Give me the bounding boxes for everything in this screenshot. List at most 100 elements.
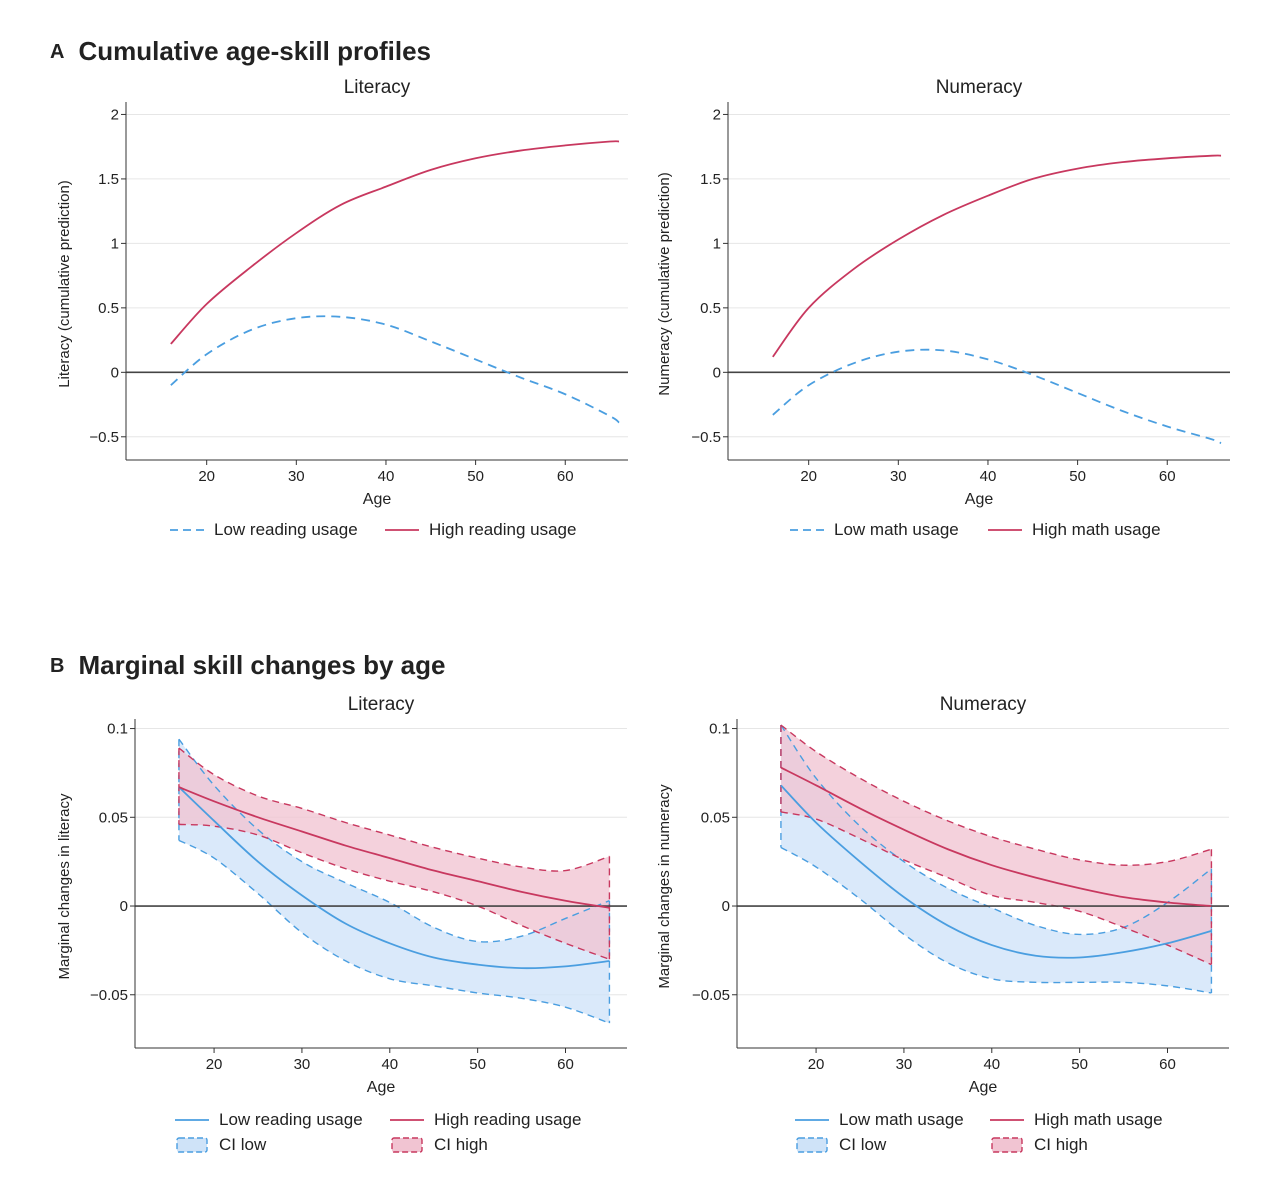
legend-item: High reading usage [385, 520, 576, 540]
legend-item: Low reading usage [170, 520, 358, 540]
y-tick-label: 0 [722, 898, 730, 915]
high-usage-line [780, 766, 1212, 907]
y-tick-label: 2 [111, 106, 119, 123]
y-tick-label: 2 [713, 106, 721, 123]
legend-label: CI high [1034, 1135, 1088, 1154]
panel-title: Literacy [344, 77, 411, 98]
legend-ci-high-swatch [991, 1137, 1023, 1153]
legend-item: Low reading usage [175, 1110, 363, 1130]
panel-title: Numeracy [936, 77, 1023, 98]
section-a-letter: A [50, 41, 65, 63]
x-tick-label: 30 [288, 468, 305, 485]
x-tick-label: 60 [557, 468, 574, 485]
low-usage-line [178, 786, 610, 970]
high-usage-line [178, 786, 610, 909]
legend-item: Low math usage [795, 1110, 964, 1130]
panel-title: Numeracy [940, 694, 1027, 715]
high-usage-line [170, 140, 620, 345]
y-axis-label: Literacy (cumulative prediction) [56, 180, 73, 388]
y-axis-label: Numeracy (cumulative prediction) [656, 172, 673, 395]
ci-high-band [780, 725, 1212, 965]
legend-label: Low reading usage [219, 1110, 363, 1129]
y-tick-label: 1.5 [700, 171, 721, 188]
x-tick-label: 30 [294, 1056, 311, 1073]
legend-item: High math usage [988, 520, 1161, 540]
legend-item: High math usage [990, 1110, 1163, 1130]
legend-label: Low math usage [839, 1110, 964, 1129]
y-tick-label: 0.1 [107, 721, 128, 738]
x-tick-label: 40 [381, 1056, 398, 1073]
ci-low-band [178, 739, 610, 1024]
legend-label: CI high [434, 1135, 488, 1154]
chart-a-numeracy: −0.5 0 0.5 1 1.5 2 20 30 40 50 60 Numeracy Age Numera… [656, 77, 1230, 508]
section-a-heading: Cumulative age-skill profiles [78, 36, 432, 66]
x-axis-label: Age [367, 1079, 396, 1096]
ci-high-lower-line [780, 811, 1212, 966]
legend-ci-high-swatch [391, 1137, 423, 1153]
ci-high-upper-line [178, 747, 610, 872]
legend-label: CI low [219, 1135, 267, 1154]
legend-item: High reading usage [390, 1110, 581, 1130]
ci-low-upper-line [780, 724, 1212, 936]
x-axis-label: Age [363, 491, 392, 508]
x-tick-label: 20 [800, 468, 817, 485]
y-tick-label: −0.05 [692, 987, 730, 1004]
legend-item: CI low [175, 1135, 266, 1155]
ci-low-upper-line [178, 738, 610, 943]
panel-title: Literacy [348, 694, 415, 715]
low-usage-line [780, 784, 1212, 959]
section-b-letter: B [50, 655, 65, 677]
ci-high-lower-line [178, 823, 610, 960]
ci-low-lower-line [178, 839, 610, 1024]
legend-label: High reading usage [434, 1110, 582, 1129]
x-axis-label: Age [969, 1079, 998, 1096]
y-tick-label: 0.05 [701, 809, 730, 826]
ci-low-band [780, 725, 1212, 993]
legend-ci-low-swatch [796, 1137, 828, 1153]
x-tick-label: 30 [896, 1056, 913, 1073]
x-tick-label: 20 [206, 1056, 223, 1073]
y-tick-label: 1 [111, 235, 119, 252]
y-tick-label: −0.5 [89, 429, 119, 446]
legend-item: Low math usage [790, 520, 959, 540]
legend-label: High math usage [1032, 520, 1161, 539]
x-tick-label: 60 [1159, 1056, 1176, 1073]
x-tick-label: 20 [198, 468, 215, 485]
x-tick-label: 50 [1071, 1056, 1088, 1073]
y-tick-label: −0.05 [90, 987, 128, 1004]
y-axis-label: Marginal changes in literacy [56, 793, 73, 979]
y-tick-label: 0.1 [709, 721, 730, 738]
legend-label: High math usage [1034, 1110, 1163, 1129]
x-tick-label: 30 [890, 468, 907, 485]
x-tick-label: 40 [378, 468, 395, 485]
y-tick-label: 0 [111, 364, 119, 381]
y-tick-label: 0.05 [99, 809, 128, 826]
legend-label: Low math usage [834, 520, 959, 539]
y-tick-label: −0.5 [691, 429, 721, 446]
x-axis-label: Age [965, 491, 994, 508]
x-tick-label: 50 [469, 1056, 486, 1073]
legend-item: CI high [390, 1135, 488, 1155]
section-b-title: B Marginal skill changes by age [50, 650, 445, 681]
section-a-title: A Cumulative age-skill profiles [50, 36, 431, 67]
chart-a-literacy: −0.5 0 0.5 1 1.5 2 20 30 40 50 60 Literacy Age Litera… [56, 77, 628, 508]
chart-b-literacy: −0.05 0 0.05 0.1 20 30 40 50 60 Literacy Age Margin… [56, 694, 627, 1096]
y-tick-label: 0 [120, 898, 128, 915]
y-tick-label: 1 [713, 235, 721, 252]
x-tick-label: 40 [983, 1056, 1000, 1073]
y-tick-label: 1.5 [98, 171, 119, 188]
legend-ci-low-swatch [176, 1137, 208, 1153]
x-tick-label: 50 [1069, 468, 1086, 485]
y-axis-label: Marginal changes in numeracy [656, 784, 673, 989]
legend-label: CI low [839, 1135, 887, 1154]
ci-high-upper-line [780, 724, 1212, 866]
x-tick-label: 60 [1159, 468, 1176, 485]
y-tick-label: 0.5 [98, 300, 119, 317]
legend-item: CI low [795, 1135, 886, 1155]
legend-label: Low reading usage [214, 520, 358, 539]
x-tick-label: 40 [980, 468, 997, 485]
legend-item: CI high [990, 1135, 1088, 1155]
ci-low-lower-line [780, 846, 1212, 994]
chart-b-numeracy: −0.05 0 0.05 0.1 20 30 40 50 60 Numeracy Age Margin… [656, 694, 1229, 1096]
legend-label: High reading usage [429, 520, 577, 539]
